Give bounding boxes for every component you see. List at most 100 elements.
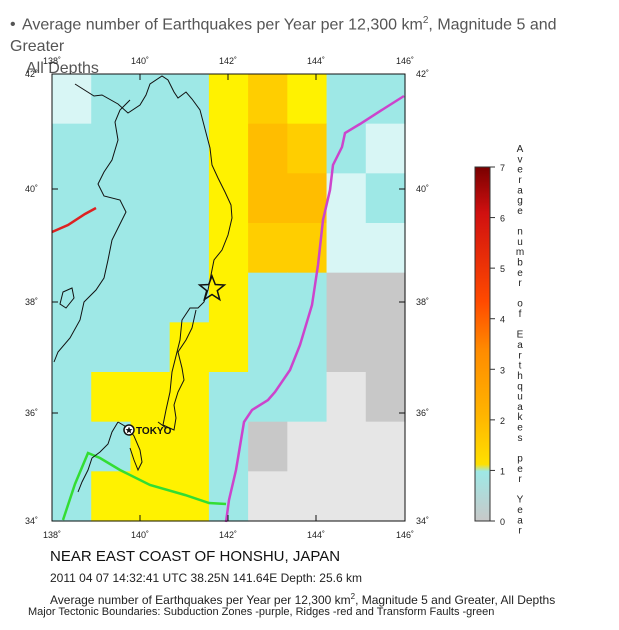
legend-title-letter: Y (517, 495, 524, 506)
city-label-tokyo: TOKYO (136, 426, 172, 437)
grid-cell (287, 471, 328, 522)
grid-cell (91, 173, 132, 224)
legend-title-letter: t (519, 361, 522, 372)
grid-cell (248, 223, 288, 274)
legend-tick-label: 3 (500, 365, 505, 375)
legend-title-letter: g (517, 196, 523, 207)
average-caption-rest: , Magnitude 5 and Greater, All Depths (355, 593, 556, 607)
legend-title-letter: A (517, 144, 524, 155)
legend-title-letter: o (517, 299, 523, 310)
grid-cell (52, 123, 92, 174)
grid-cell (326, 421, 367, 472)
legend-title-letter: r (518, 278, 522, 289)
legend-title-letter: r (518, 350, 522, 361)
grid-cell (91, 272, 132, 323)
grid-cell (248, 123, 288, 174)
lat-tick-left: 38˚ (25, 297, 38, 307)
tectonic-boundaries (51, 94, 405, 523)
grid-cell (365, 123, 406, 174)
lat-tick-right: 34˚ (416, 516, 429, 526)
grid-cell (365, 322, 406, 373)
grid-cell (91, 74, 132, 125)
legend-title-letter: k (518, 412, 524, 423)
grid-cell (326, 223, 367, 274)
map-title: • Average number of Earthquakes per Year … (10, 10, 610, 80)
lat-tick-left: 34˚ (25, 516, 38, 526)
grid-cell (91, 471, 132, 522)
grid-cell (287, 421, 328, 472)
grid-cell (287, 272, 328, 323)
legend-tick-label: 0 (500, 517, 505, 527)
legend-title-letter: b (517, 257, 523, 268)
average-caption-superscript: 2 (350, 592, 356, 601)
grid-cell (365, 421, 406, 472)
legend-title-letter: e (517, 165, 523, 176)
lon-tick-top: 144˚ (307, 56, 325, 66)
title-line2: All Depths (26, 60, 99, 78)
title-superscript: 2 (422, 15, 429, 26)
legend-title-letter: a (517, 402, 523, 413)
grid-cell (52, 372, 92, 423)
color-legend: 76543210AveragenumberofEarthquakesperYea… (474, 144, 524, 537)
grid-cell (287, 123, 328, 174)
legend-title-letter: e (517, 268, 523, 279)
grid-cell (208, 173, 249, 224)
legend-tick-label: 2 (500, 416, 505, 426)
legend-title-letter: a (517, 340, 523, 351)
legend-title-letter: u (517, 237, 523, 248)
subduction-zone-line (224, 94, 405, 523)
legend-tick-label: 1 (500, 466, 505, 476)
grid-cell (208, 322, 249, 373)
grid-cell (326, 372, 367, 423)
title-text-rest: , Magnitude 5 and Greater (10, 16, 557, 56)
legend-title-letter: q (517, 381, 523, 392)
lat-tick-right: 42˚ (416, 69, 429, 79)
legend-title-letter: r (518, 526, 522, 537)
legend-title-letter: e (517, 423, 523, 434)
legend-tick-label: 6 (500, 214, 505, 224)
lon-tick-top: 146˚ (396, 56, 414, 66)
legend-title-letter: e (517, 505, 523, 516)
event-details: 2011 04 07 14:32:41 UTC 38.25N 141.64E D… (50, 571, 362, 585)
lon-tick-bottom: 146˚ (396, 530, 414, 540)
legend-title-letter: a (517, 515, 523, 526)
grid-cell (248, 421, 288, 472)
grid-cell (130, 173, 171, 224)
grid-cell (248, 272, 288, 323)
legend-title-letter: a (517, 185, 523, 196)
grid-cell (130, 223, 171, 274)
map-axis-ticks: 138˚ 138˚ 140˚ 140˚ 142˚ 142˚ 144˚ 144˚ 146˚ 146˚… (25, 56, 429, 540)
legend-title-letter: p (517, 453, 523, 464)
average-caption-text: Average number of Earthquakes per Year p… (50, 593, 351, 607)
grid-cell (248, 471, 288, 522)
lon-tick-top: 138˚ (43, 56, 61, 66)
grid-cell (208, 74, 249, 125)
tokyo-marker: TOKYO (123, 424, 172, 437)
grid-cell (365, 173, 406, 224)
lat-tick-left: 36˚ (25, 408, 38, 418)
grid-cell (365, 471, 406, 522)
legend-title-letter: e (517, 464, 523, 475)
title-text: Average number of Earthquakes per Year p… (22, 16, 423, 34)
lat-tick-right: 40˚ (416, 184, 429, 194)
title-bullet: • (10, 16, 16, 34)
grid-cell (287, 173, 328, 224)
legend-title-letter: r (518, 474, 522, 485)
grid-cell (169, 223, 210, 274)
grid-cell (248, 74, 288, 125)
grid-cell (365, 272, 406, 323)
ridge-line (51, 206, 97, 234)
tectonic-caption: Major Tectonic Boundaries: Subduction Zo… (28, 606, 495, 618)
legend-tick-label: 7 (500, 163, 505, 173)
legend-tick-label: 4 (500, 315, 505, 325)
grid-cell (91, 372, 132, 423)
grid-cell (52, 272, 92, 323)
legend-tick-label: 5 (500, 264, 505, 274)
grid-cell (248, 322, 288, 373)
grid-cell (326, 173, 367, 224)
grid-cell (326, 322, 367, 373)
lon-tick-top: 140˚ (131, 56, 149, 66)
grid-cell (91, 223, 132, 274)
grid-cell (52, 421, 92, 472)
grid-cell (130, 74, 171, 125)
